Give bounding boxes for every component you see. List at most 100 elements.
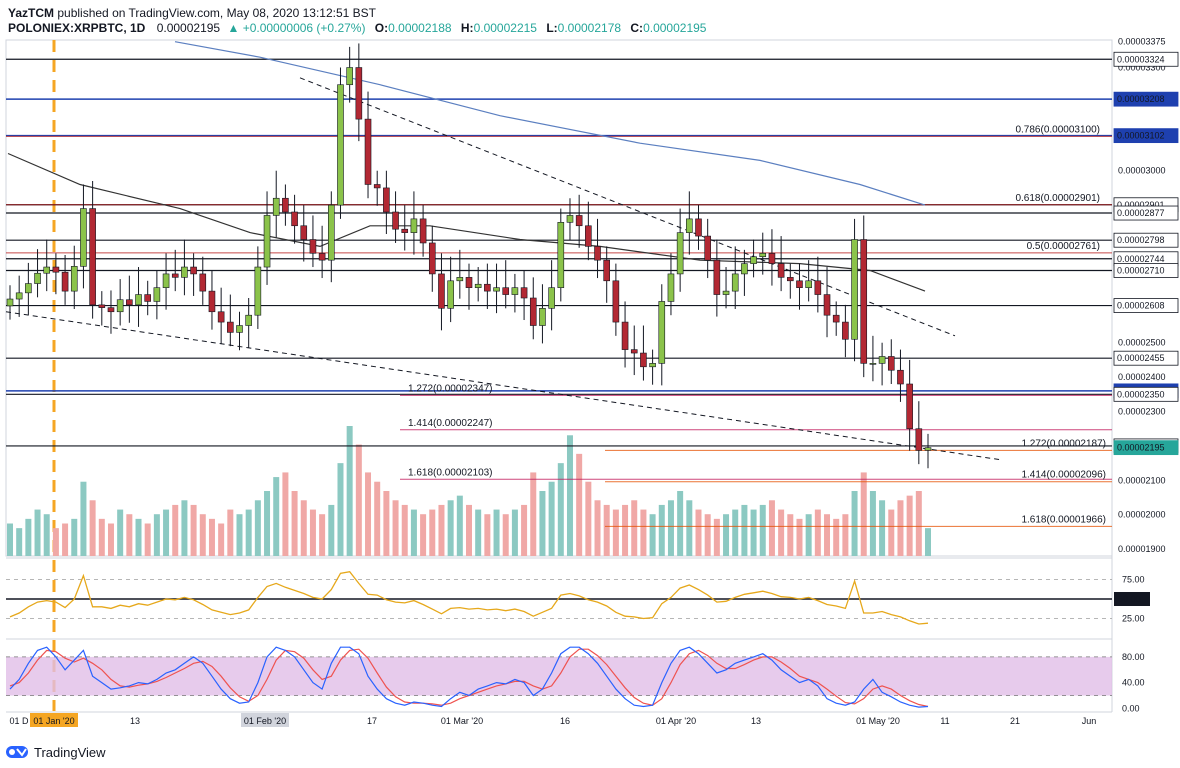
volume-bar bbox=[603, 504, 610, 556]
volume-bar bbox=[181, 500, 188, 556]
low-value: 0.00002178 bbox=[557, 21, 622, 35]
volume-bar bbox=[337, 463, 344, 556]
volume-bar bbox=[89, 500, 96, 556]
volume-bar bbox=[851, 491, 858, 556]
candle-up bbox=[869, 363, 877, 365]
low-label: L: bbox=[546, 21, 558, 35]
candle-up bbox=[731, 273, 739, 292]
volume-bar bbox=[585, 481, 592, 556]
candle-down bbox=[208, 290, 216, 313]
candle-up bbox=[548, 287, 555, 309]
price-level-badge bbox=[1113, 51, 1179, 67]
candle-up bbox=[722, 290, 730, 295]
fib-level-label: 1.618(0.00002103) bbox=[408, 467, 493, 478]
candle-down bbox=[768, 252, 776, 264]
price-tick-label: 0.00001900 bbox=[1118, 544, 1166, 554]
time-tick-highlight bbox=[241, 713, 289, 727]
candle-down bbox=[355, 67, 363, 120]
volume-bar bbox=[107, 523, 114, 556]
candle-up bbox=[878, 356, 886, 364]
price-tick-label: 0.00003375 bbox=[1118, 37, 1166, 47]
volume-bar bbox=[640, 509, 647, 556]
candle-up bbox=[236, 325, 243, 333]
volume-bar bbox=[824, 514, 831, 556]
stoch-k-line bbox=[9, 646, 929, 708]
price-chart[interactable]: 0.786(0.00003100) 0.618(0.00002901) 0.5(0.… bbox=[0, 0, 1180, 740]
candle-down bbox=[814, 280, 822, 295]
candle-up bbox=[539, 308, 546, 326]
publish-info: YazTCM published on TradingView.com, May… bbox=[8, 6, 376, 20]
close-value: 0.00002195 bbox=[643, 21, 707, 35]
candle-down bbox=[832, 314, 840, 323]
published-text: published on TradingView.com, May 08, 20… bbox=[57, 6, 377, 20]
volume-bar bbox=[612, 509, 619, 556]
ohlc-legend: POLONIEX:XRPBTC, 1D 0.00002195 ▲ +0.0000… bbox=[8, 21, 706, 35]
tradingview-brand[interactable]: TradingView bbox=[34, 744, 106, 760]
volume-bar bbox=[245, 509, 252, 556]
candle-up bbox=[410, 218, 418, 233]
price-level-label: 0.00002608 bbox=[1117, 301, 1165, 311]
candle-up bbox=[566, 215, 574, 223]
volume-bar bbox=[713, 518, 720, 556]
volume-bar bbox=[649, 514, 656, 556]
volume-bar bbox=[906, 495, 913, 556]
author-name[interactable]: YazTCM bbox=[8, 6, 55, 20]
price-level-badge bbox=[1113, 205, 1179, 221]
descending-trendline bbox=[299, 77, 956, 337]
fib-level-label: 1.414(0.00002247) bbox=[408, 418, 493, 429]
candle-down bbox=[383, 187, 390, 213]
candle-up bbox=[493, 287, 500, 292]
fib-level-label: 0.618(0.00002901) bbox=[1015, 193, 1100, 204]
volume-bar bbox=[392, 500, 399, 556]
volume-bar bbox=[667, 500, 674, 556]
volume-bar bbox=[190, 504, 197, 556]
volume-bar bbox=[98, 518, 105, 556]
candle-down bbox=[190, 266, 197, 275]
candle-down bbox=[217, 311, 225, 323]
volume-bar bbox=[117, 509, 124, 556]
candle-up bbox=[116, 299, 124, 313]
price-level-badge bbox=[1113, 386, 1179, 402]
price-level-label: 0.00003324 bbox=[1117, 54, 1165, 64]
volume-bar bbox=[456, 495, 463, 556]
volume-bar bbox=[291, 491, 298, 556]
volume-bar bbox=[860, 472, 867, 556]
candle-up bbox=[327, 204, 335, 261]
price-level-label: 0.00003208 bbox=[1117, 94, 1165, 104]
candle-down bbox=[61, 271, 69, 292]
candle-up bbox=[667, 273, 675, 302]
candle-up bbox=[805, 280, 812, 288]
candle-down bbox=[107, 307, 115, 313]
volume-bar bbox=[787, 514, 794, 556]
price-tick-label: 0.00002500 bbox=[1118, 338, 1166, 348]
volume-bar bbox=[732, 509, 739, 556]
candle-down bbox=[695, 218, 702, 237]
volume-bar bbox=[796, 518, 803, 556]
volume-bar bbox=[144, 523, 151, 556]
candle-up bbox=[162, 273, 170, 288]
volume-bar bbox=[135, 518, 142, 556]
candle-down bbox=[291, 211, 298, 227]
time-tick-label: 13 bbox=[130, 716, 140, 726]
volume-bar bbox=[401, 504, 408, 556]
candle-down bbox=[860, 239, 868, 364]
volume-bar bbox=[566, 435, 573, 556]
volume-bar bbox=[475, 509, 482, 556]
volume-bar bbox=[199, 514, 206, 556]
time-tick-label: 01 D bbox=[9, 716, 29, 726]
candle-down bbox=[373, 184, 381, 189]
symbol-label[interactable]: POLONIEX:XRPBTC, 1D bbox=[8, 21, 146, 35]
volume-bar bbox=[52, 528, 59, 556]
candle-down bbox=[704, 235, 711, 261]
volume-bar bbox=[365, 472, 372, 556]
candle-up bbox=[658, 301, 666, 364]
volume-bar bbox=[502, 514, 509, 556]
candle-up bbox=[272, 197, 280, 216]
candle-up bbox=[181, 266, 188, 278]
candle-down bbox=[401, 228, 409, 233]
fib-level-label: 1.272(0.00002187) bbox=[1021, 438, 1106, 449]
price-tick-label: 0.00002400 bbox=[1118, 372, 1166, 382]
ma-100-line bbox=[7, 152, 926, 292]
rsi-line bbox=[9, 570, 929, 625]
price-tick-label: 0.00003300 bbox=[1118, 63, 1166, 73]
